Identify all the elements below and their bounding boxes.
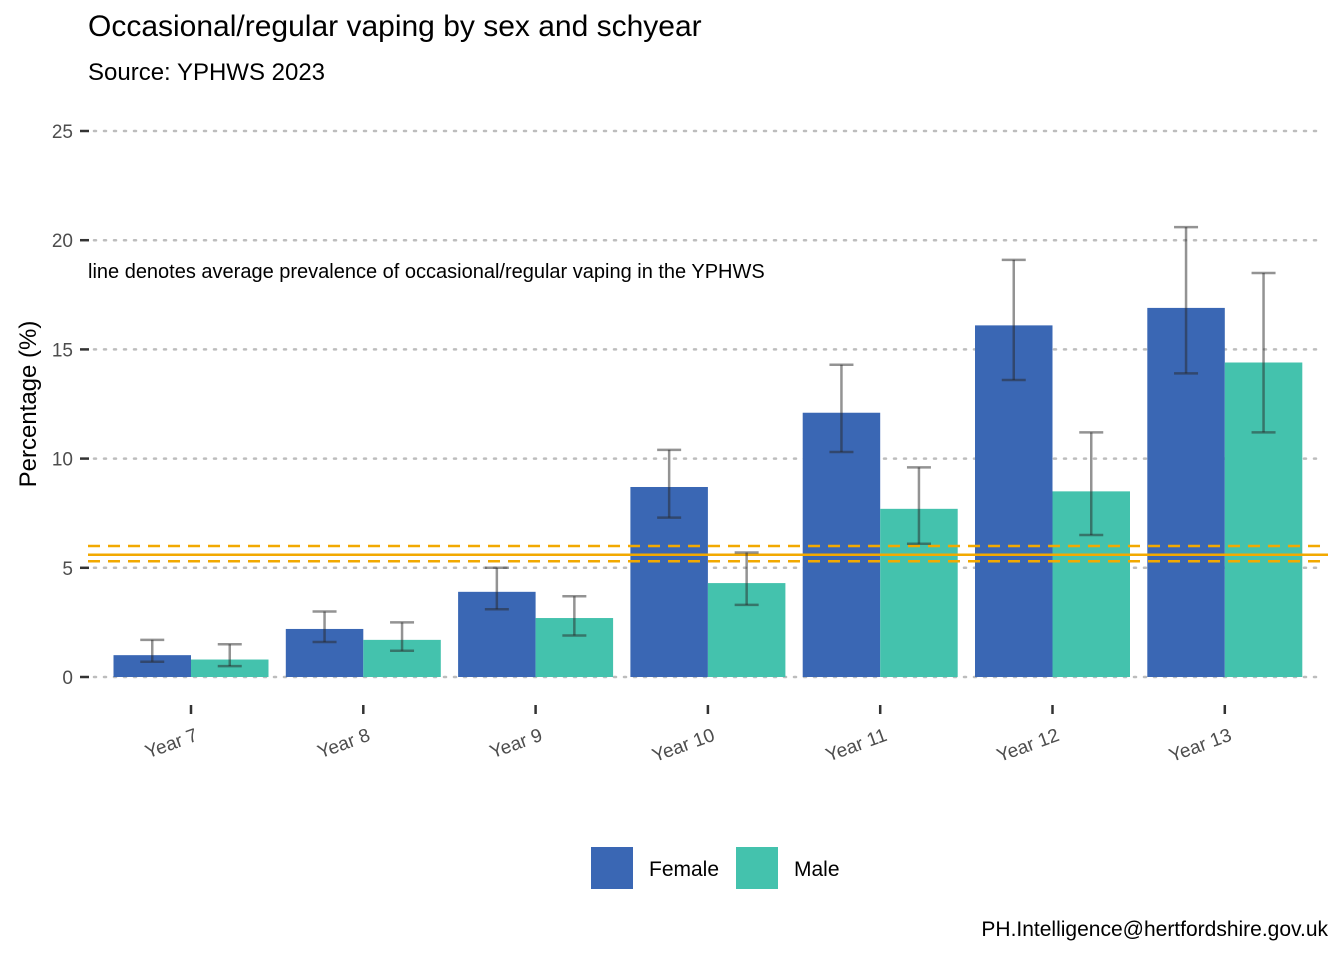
y-axis-title: Percentage (%) — [15, 321, 42, 488]
error-bar-male — [390, 621, 415, 653]
chart-title: Occasional/regular vaping by sex and sch… — [88, 10, 702, 43]
bar-male — [191, 659, 269, 677]
x-tick-label: Year 12 — [994, 725, 1062, 767]
x-tick-label: Year 11 — [823, 725, 890, 766]
x-tick-label: Year 7 — [143, 725, 201, 763]
legend-swatch-male — [736, 847, 778, 889]
error-bar-male — [562, 594, 587, 637]
chart-caption: PH.Intelligence@hertfordshire.gov.uk — [981, 918, 1328, 941]
error-bar-male — [217, 642, 242, 668]
y-tick-label: 0 — [62, 668, 73, 689]
error-bar-male — [1251, 271, 1276, 434]
error-bar-male — [906, 466, 931, 546]
legend-label-female: Female — [649, 858, 719, 881]
y-tick-label: 20 — [52, 231, 73, 252]
reference-line-annotation: line denotes average prevalence of occas… — [88, 261, 765, 283]
error-bar-female — [829, 363, 854, 454]
error-bar-female — [484, 566, 509, 611]
bars — [113, 307, 1303, 677]
x-tick-label: Year 10 — [650, 725, 718, 767]
chart-subtitle: Source: YPHWS 2023 — [88, 59, 326, 86]
legend-swatch-female — [591, 847, 633, 889]
y-tick-label: 10 — [52, 450, 73, 471]
x-tick-label: Year 8 — [315, 725, 373, 763]
error-bar-male — [1079, 431, 1104, 537]
error-bar-female — [1174, 225, 1199, 375]
error-bar-female — [140, 638, 165, 663]
bar-female — [113, 655, 191, 677]
reference-line-group — [88, 544, 1328, 563]
y-tick-label: 15 — [52, 340, 73, 361]
y-tick-label: 25 — [52, 122, 73, 143]
bar-female — [975, 325, 1053, 677]
x-tick-label: Year 13 — [1166, 725, 1234, 767]
error-bar-male — [734, 551, 759, 607]
y-tick-label: 5 — [62, 559, 73, 580]
error-bar-female — [657, 448, 682, 519]
error-bar-female — [312, 610, 337, 644]
x-axis: Year 7 Year 8 Year 9 Year 10 Year 11 Year 12 Y… — [143, 705, 1235, 767]
x-tick-label: Year 9 — [487, 725, 545, 763]
y-axis: 0 5 10 15 20 25 — [52, 122, 89, 689]
error-bars — [140, 225, 1276, 668]
error-bar-female — [1001, 258, 1026, 382]
legend-label-male: Male — [794, 858, 840, 881]
legend: Female Male — [591, 847, 840, 889]
